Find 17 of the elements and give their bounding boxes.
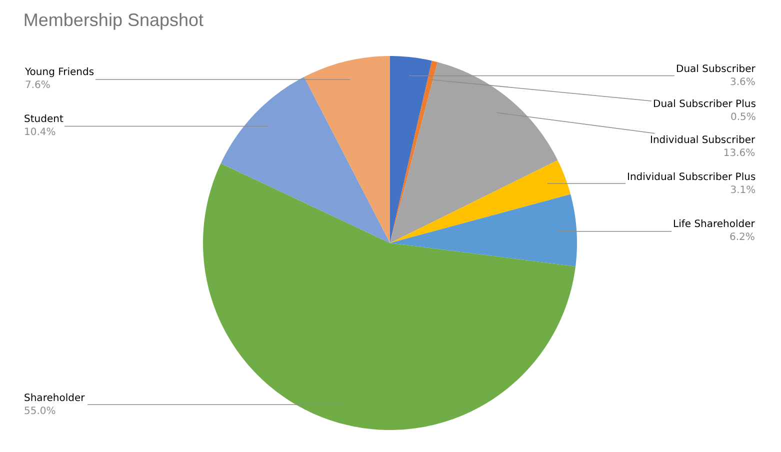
chart-title: Membership Snapshot [23,10,204,30]
slice-label: Life Shareholder [673,219,756,230]
data-label: 10.4% [24,127,56,138]
data-label: 55.0% [24,406,56,417]
data-label: 6.2% [730,232,755,243]
data-label: 13.6% [723,148,756,159]
slice-label: Individual Subscriber Plus [627,172,756,183]
data-label: 3.6% [730,77,756,88]
slice-label: Dual Subscriber Plus [653,99,756,110]
data-label: 3.1% [730,185,756,196]
slice-label: Shareholder [24,393,86,404]
slice-label: Individual Subscriber [650,135,756,146]
slice-label: Student [24,114,64,125]
data-label: 0.5% [730,112,756,123]
slice-label: Young Friends [24,67,94,78]
data-label: 7.6% [25,80,50,91]
slice-label: Dual Subscriber [676,64,756,75]
